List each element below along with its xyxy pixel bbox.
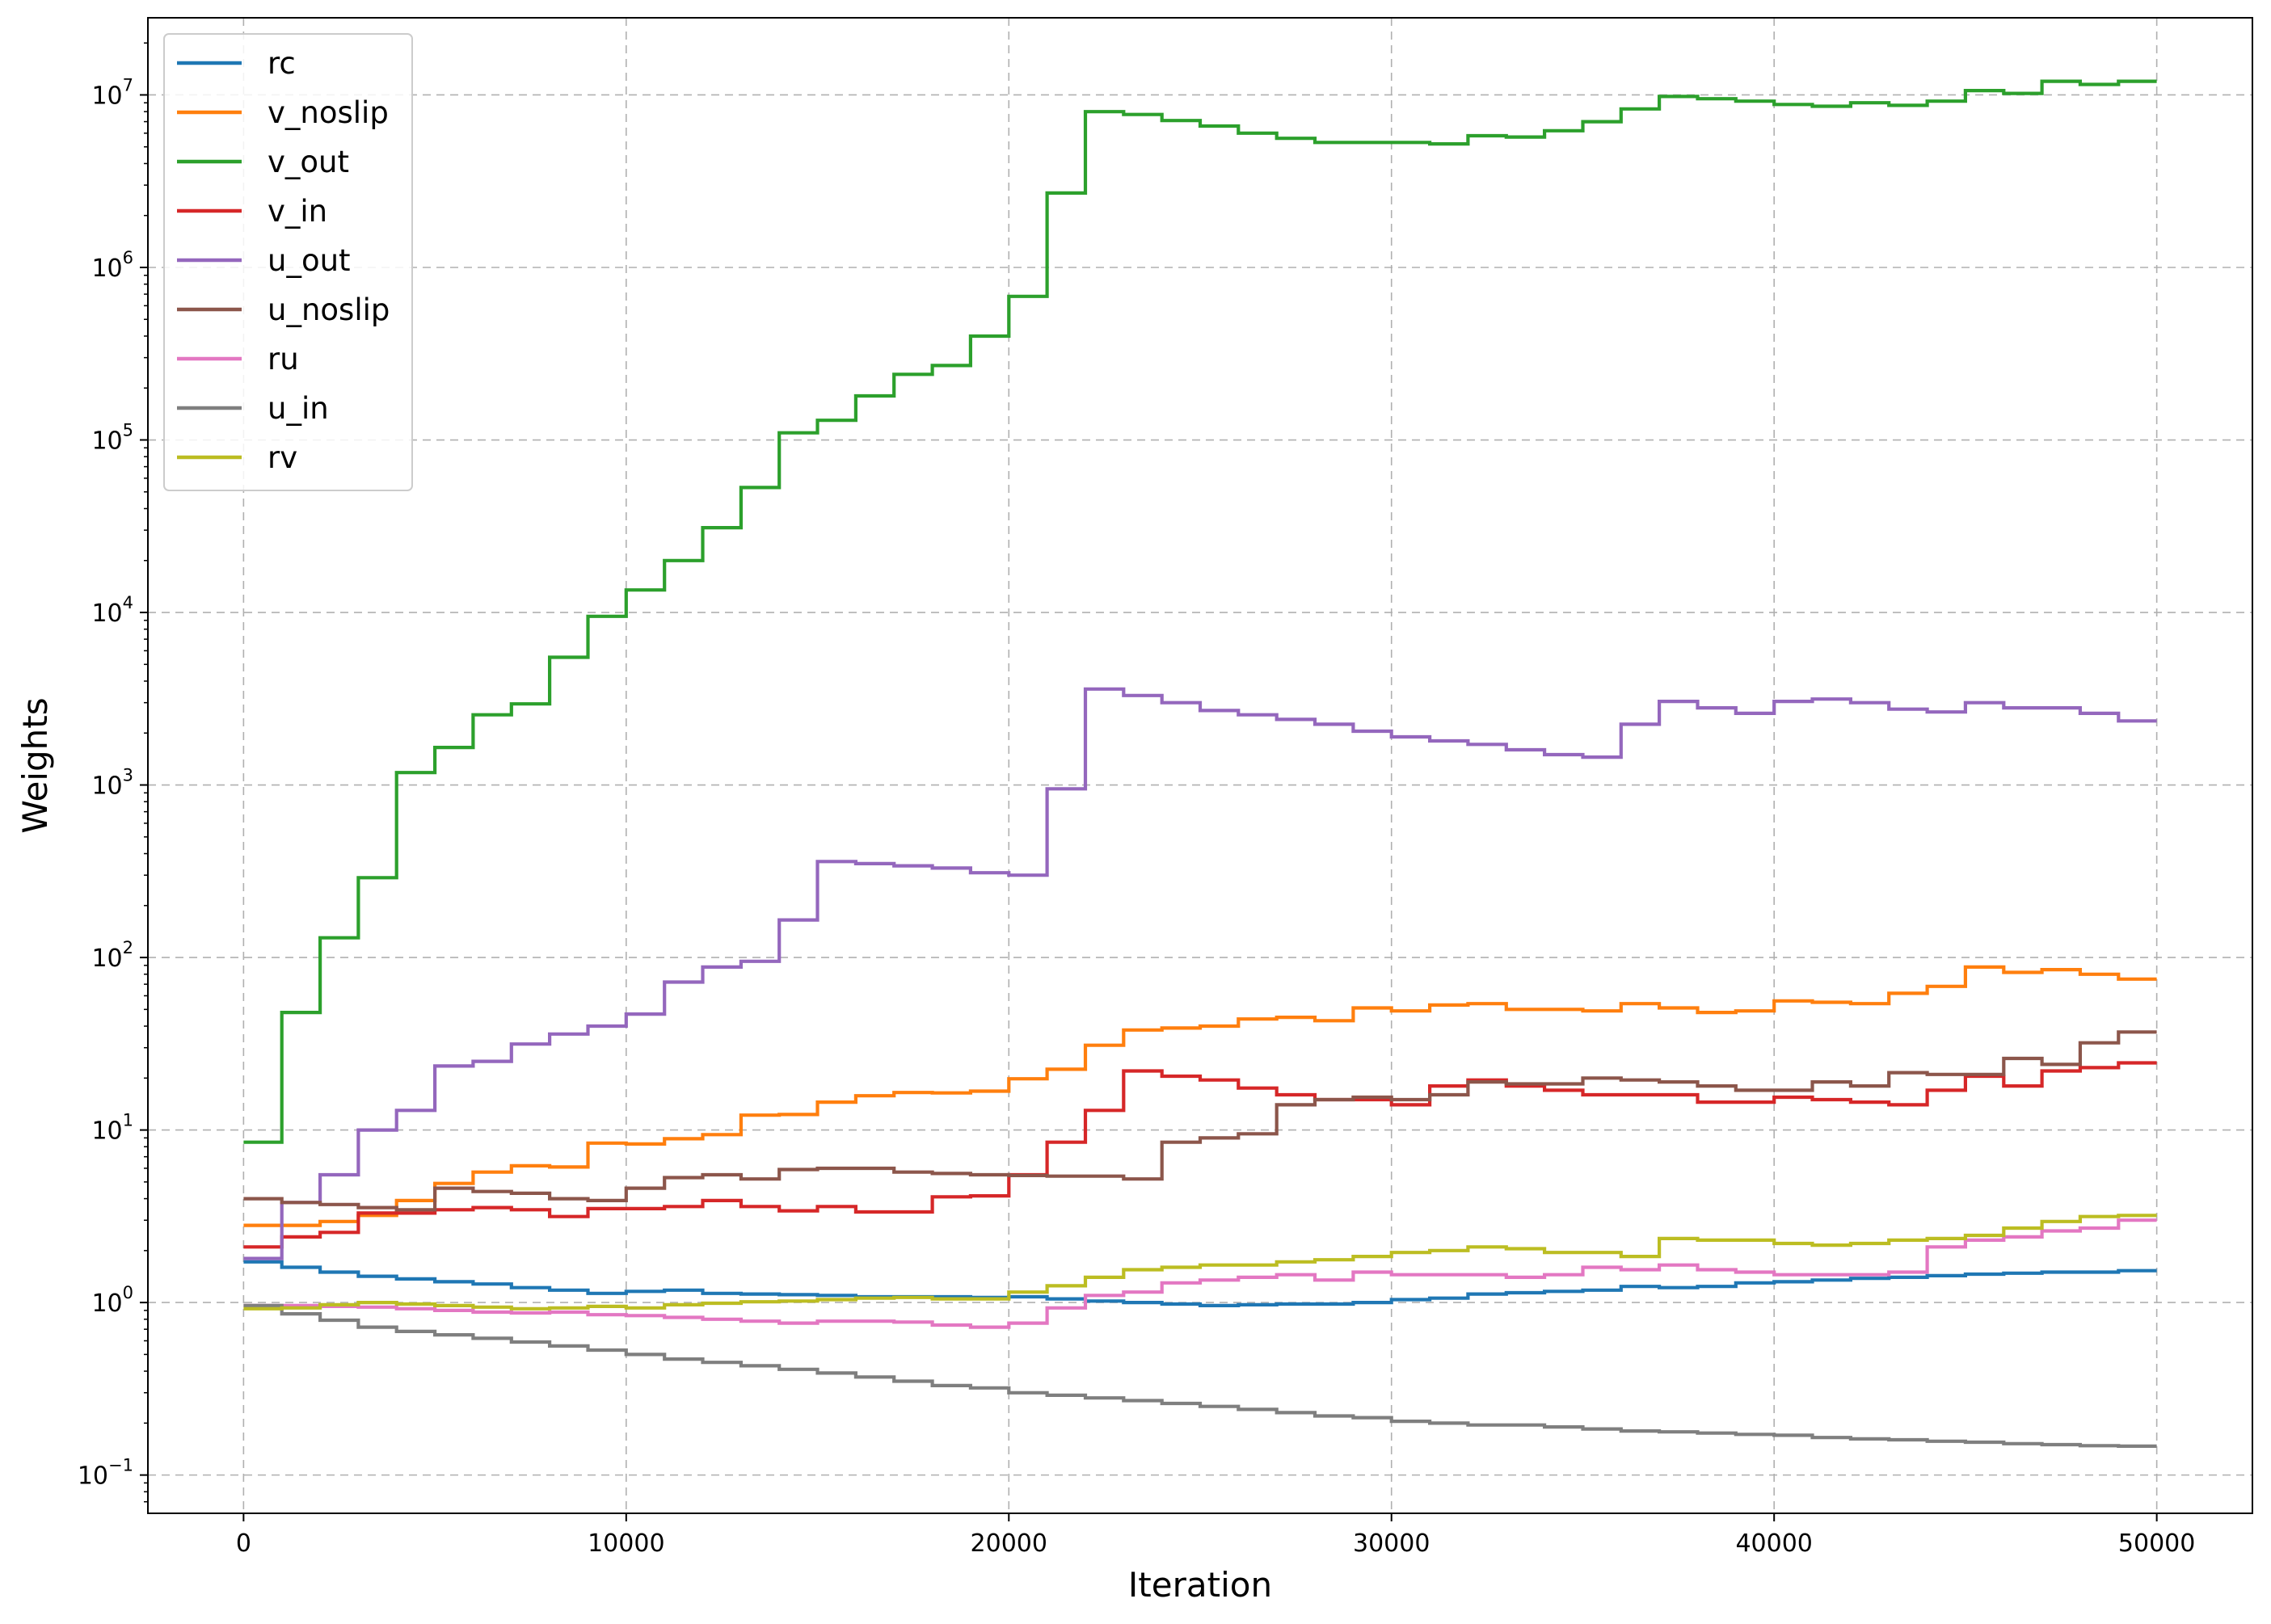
legend-box bbox=[163, 33, 413, 491]
series-line-rc bbox=[243, 1260, 2157, 1307]
y-tick-base: 10 bbox=[91, 255, 122, 283]
y-tick-base: 10 bbox=[91, 600, 122, 628]
y-tick-base: 10 bbox=[78, 1462, 108, 1491]
y-axis-title: Weights bbox=[15, 697, 55, 833]
y-tick-label: 101 bbox=[91, 1111, 133, 1146]
y-tick-exponent: 3 bbox=[123, 766, 133, 785]
y-tick-exponent: 2 bbox=[123, 938, 133, 957]
y-tick-label: 102 bbox=[91, 938, 133, 973]
series-line-u-noslip bbox=[243, 1030, 2157, 1212]
y-tick-label: 105 bbox=[91, 421, 133, 456]
legend-label: u_noslip bbox=[268, 292, 390, 327]
y-tick-label: 104 bbox=[91, 593, 133, 628]
legend-label: u_out bbox=[268, 243, 351, 278]
series-line-u-out bbox=[243, 687, 2157, 1260]
legend-label: v_noslip bbox=[268, 95, 389, 130]
y-tick-exponent: 6 bbox=[123, 248, 133, 267]
series-line-v-in bbox=[243, 1061, 2157, 1249]
y-tick-base: 10 bbox=[91, 427, 122, 456]
x-tick-label: 20000 bbox=[971, 1529, 1047, 1558]
x-axis-ticks: 0 10000 20000 30000 40000 50000 bbox=[236, 1513, 2195, 1558]
y-tick-exponent: −1 bbox=[108, 1456, 133, 1475]
legend-label: ru bbox=[268, 342, 299, 377]
y-tick-base: 10 bbox=[91, 82, 122, 110]
series-line-v-out bbox=[243, 79, 2157, 1144]
legend-label: v_in bbox=[268, 194, 327, 229]
x-tick-label: 40000 bbox=[1735, 1529, 1812, 1558]
plot-frame bbox=[147, 17, 2253, 1514]
y-tick-exponent: 7 bbox=[123, 75, 133, 95]
y-tick-base: 10 bbox=[91, 1117, 122, 1146]
y-tick-base: 10 bbox=[91, 1290, 122, 1318]
y-tick-exponent: 1 bbox=[123, 1111, 133, 1130]
series-line-rv bbox=[243, 1214, 2157, 1311]
series-line-v-noslip bbox=[243, 965, 2157, 1227]
y-tick-base: 10 bbox=[91, 772, 122, 801]
y-tick-label: 107 bbox=[91, 75, 133, 110]
y-tick-exponent: 0 bbox=[123, 1283, 133, 1302]
y-tick-base: 10 bbox=[91, 945, 122, 973]
series-line-ru bbox=[243, 1218, 2157, 1329]
legend-label: rc bbox=[268, 46, 296, 81]
x-tick-label: 50000 bbox=[2118, 1529, 2195, 1558]
y-tick-exponent: 5 bbox=[123, 421, 133, 440]
y-tick-label: 100 bbox=[91, 1283, 133, 1318]
x-tick-label: 10000 bbox=[588, 1529, 664, 1558]
legend-label: rv bbox=[268, 440, 297, 475]
x-tick-label: 0 bbox=[236, 1529, 251, 1558]
legend-label: v_out bbox=[268, 145, 349, 179]
grid bbox=[148, 18, 2252, 1513]
y-tick-label: 106 bbox=[91, 248, 133, 283]
y-tick-exponent: 4 bbox=[123, 593, 133, 612]
x-tick-label: 30000 bbox=[1353, 1529, 1430, 1558]
legend-label: u_in bbox=[268, 391, 329, 426]
x-axis-title: Iteration bbox=[1128, 1565, 1272, 1605]
y-tick-label: 103 bbox=[91, 766, 133, 801]
series-lines bbox=[243, 79, 2157, 1448]
series-line-u-in bbox=[243, 1303, 2157, 1448]
y-tick-label: 10−1 bbox=[78, 1456, 133, 1491]
